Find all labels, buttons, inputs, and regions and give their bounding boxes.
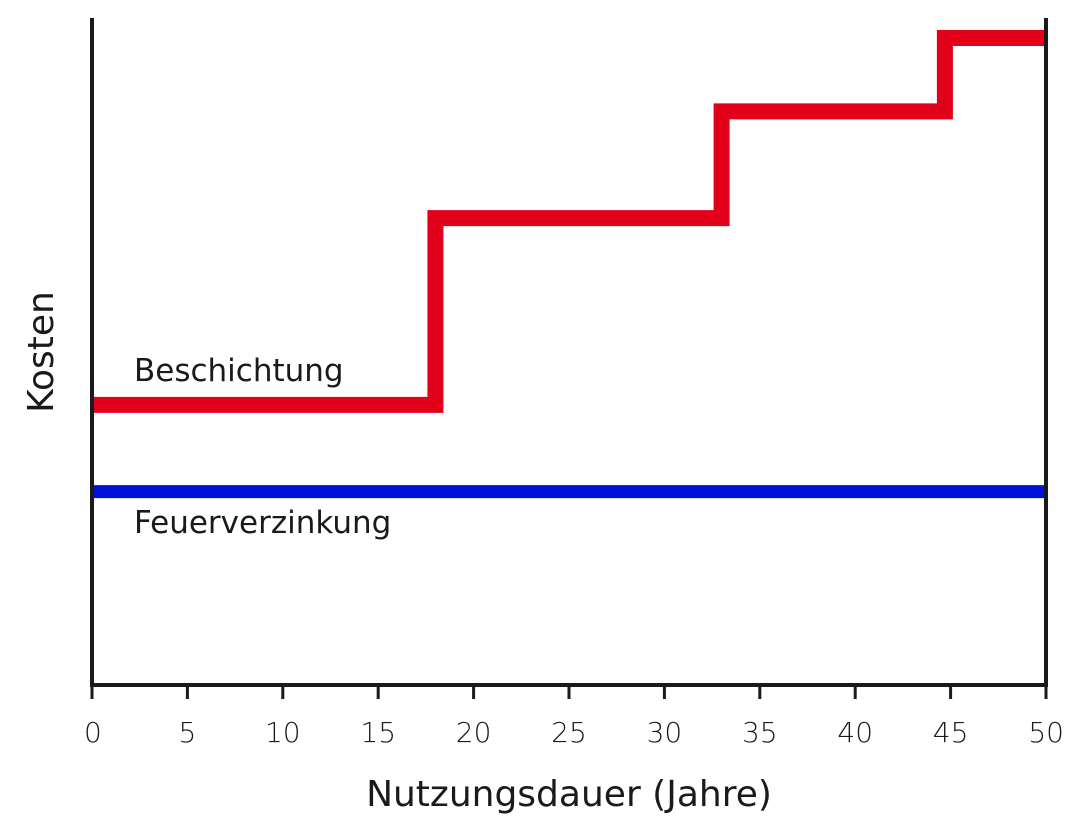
x-tick-label: 0: [84, 716, 102, 749]
x-tick-label: 10: [265, 716, 301, 749]
series-line-beschichtung: [92, 30, 1046, 413]
x-tick-label: 20: [456, 716, 492, 749]
x-tick-label: 45: [933, 716, 969, 749]
series-label-beschichtung: Beschichtung: [134, 353, 344, 389]
series-label-feuerverzinkung: Feuerverzinkung: [134, 505, 391, 541]
x-tick-label: 40: [837, 716, 873, 749]
x-axis-title: Nutzungsdauer (Jahre): [366, 774, 772, 815]
x-tick-label: 25: [551, 716, 587, 749]
x-ticks: 0 5 10 15 20 25 30 35 40 45 50: [84, 685, 1064, 749]
x-tick-label: 30: [647, 716, 683, 749]
x-tick-label: 35: [742, 716, 778, 749]
x-tick-label: 50: [1028, 716, 1064, 749]
x-tick-label: 5: [178, 716, 196, 749]
x-tick-label: 15: [360, 716, 396, 749]
plot-lines: [92, 30, 1046, 499]
y-axis-title: Kosten: [21, 291, 62, 413]
